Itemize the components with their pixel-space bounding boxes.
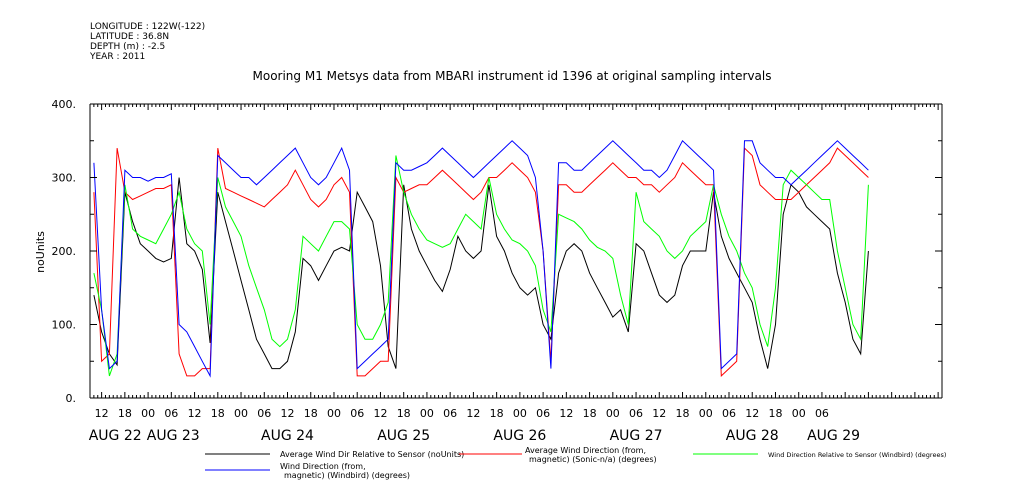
x-hour-tick-label: 00 <box>141 407 155 420</box>
x-day-label: AUG 24 <box>261 428 314 444</box>
x-hour-tick-label: 00 <box>792 407 806 420</box>
x-hour-tick-label: 06 <box>536 407 550 420</box>
x-hour-tick-label: 00 <box>327 407 341 420</box>
x-hour-tick-label: 18 <box>676 407 690 420</box>
x-hour-tick-label: 06 <box>164 407 178 420</box>
x-hour-tick-label: 06 <box>443 407 457 420</box>
chart-title: Mooring M1 Metsys data from MBARI instru… <box>253 69 772 83</box>
x-day-label: AUG 27 <box>610 428 663 444</box>
x-hour-tick-label: 18 <box>490 407 504 420</box>
x-hour-tick-label: 18 <box>211 407 225 420</box>
legend-label-1: Average Wind Dir Relative to Sensor (noU… <box>280 450 464 459</box>
x-day-label: AUG 28 <box>726 428 779 444</box>
x-day-label: AUG 23 <box>147 428 200 444</box>
x-hour-tick-label: 12 <box>281 407 295 420</box>
x-hour-tick-label: 00 <box>513 407 527 420</box>
series-layer <box>93 139 869 378</box>
y-tick-label: 0. <box>66 392 77 405</box>
x-hour-tick-label: 06 <box>815 407 829 420</box>
y-axis-label: noUnits <box>34 231 47 273</box>
series-line-3 <box>93 155 869 377</box>
x-hour-tick-label: 18 <box>397 407 411 420</box>
y-tick-label: 300. <box>52 172 77 185</box>
x-hour-tick-label: 06 <box>350 407 364 420</box>
legend-label-2: Average Wind Direction (from, <box>525 446 646 455</box>
x-hour-tick-label: 00 <box>606 407 620 420</box>
x-hour-tick-label: 12 <box>559 407 573 420</box>
series-line-4 <box>93 139 869 378</box>
x-hour-tick-label: 06 <box>629 407 643 420</box>
legend: Average Wind Dir Relative to Sensor (noU… <box>205 446 946 480</box>
x-day-label: AUG 29 <box>807 428 860 444</box>
legend-label-2: magnetic) (Sonic-n/a) (degrees) <box>529 455 657 464</box>
x-hour-tick-label: 18 <box>583 407 597 420</box>
depth-text: DEPTH (m) : -2.5 <box>90 42 166 52</box>
x-hour-tick-label: 12 <box>188 407 202 420</box>
x-hour-tick-label: 12 <box>95 407 109 420</box>
x-hour-tick-label: 18 <box>304 407 318 420</box>
y-tick-label: 200. <box>52 245 77 258</box>
x-hour-tick-label: 12 <box>652 407 666 420</box>
latitude-text: LATITUDE : 36.8N <box>90 32 170 42</box>
x-day-label: AUG 26 <box>493 428 546 444</box>
legend-label-4: Wind Direction (from, <box>280 462 366 471</box>
legend-label-3: Wind Direction Relative to Sensor (Windb… <box>768 451 946 459</box>
x-hour-tick-label: 18 <box>118 407 132 420</box>
year-text: YEAR : 2011 <box>90 52 146 62</box>
legend-label-4: magnetic) (Windbird) (degrees) <box>284 471 410 480</box>
x-hour-tick-label: 18 <box>768 407 782 420</box>
y-tick-label: 400. <box>52 98 77 111</box>
series-line-1 <box>93 177 869 370</box>
longitude-text: LONGITUDE : 122W(-122) <box>90 22 206 32</box>
x-hour-tick-label: 12 <box>745 407 759 420</box>
y-tick-label: 100. <box>52 319 77 332</box>
x-day-label: AUG 22 <box>89 428 142 444</box>
x-hour-tick-label: 12 <box>466 407 480 420</box>
metadata-block: LONGITUDE : 122W(-122) LATITUDE : 36.8N … <box>90 22 205 62</box>
x-hour-tick-label: 00 <box>234 407 248 420</box>
x-hour-tick-label: 06 <box>722 407 736 420</box>
axes-layer: 0. 100. 200. 300. 400. 12 18 00 06 12 18 00 06 12 18 00… <box>52 98 943 444</box>
x-hour-tick-label: 12 <box>373 407 387 420</box>
x-day-label: AUG 25 <box>377 428 430 444</box>
x-hour-tick-label: 06 <box>257 407 271 420</box>
x-hour-tick-label: 00 <box>420 407 434 420</box>
x-hour-tick-label: 00 <box>699 407 713 420</box>
